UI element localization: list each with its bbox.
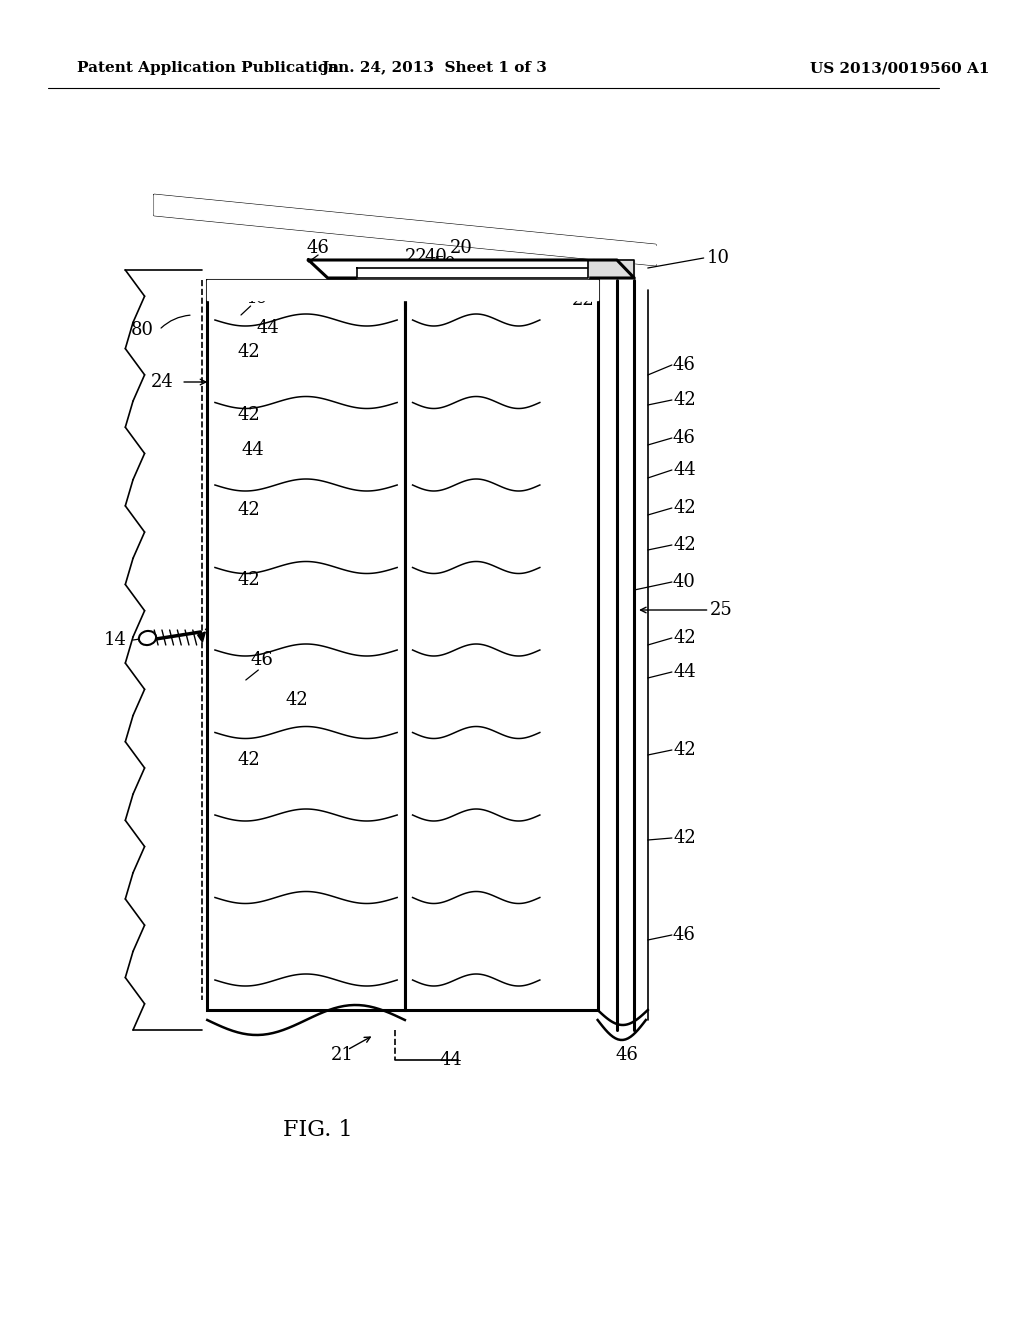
Text: 46: 46 bbox=[673, 429, 696, 447]
Text: 40: 40 bbox=[673, 573, 696, 591]
Text: 46: 46 bbox=[306, 239, 330, 257]
Polygon shape bbox=[356, 268, 588, 279]
Text: 42: 42 bbox=[238, 407, 260, 424]
Text: 44: 44 bbox=[242, 441, 264, 459]
Text: 42: 42 bbox=[238, 572, 260, 589]
Text: 42: 42 bbox=[673, 829, 695, 847]
Text: 25: 25 bbox=[710, 601, 732, 619]
Text: 22: 22 bbox=[406, 248, 428, 267]
Text: 20: 20 bbox=[450, 239, 472, 257]
Bar bbox=[404, 280, 598, 1010]
Text: Jan. 24, 2013  Sheet 1 of 3: Jan. 24, 2013 Sheet 1 of 3 bbox=[321, 61, 547, 75]
Text: 42: 42 bbox=[507, 263, 530, 281]
Text: 23: 23 bbox=[537, 273, 559, 290]
Text: 42: 42 bbox=[673, 630, 695, 647]
Text: Patent Application Publication: Patent Application Publication bbox=[77, 61, 339, 75]
Text: 46: 46 bbox=[673, 927, 696, 944]
Text: 50: 50 bbox=[434, 256, 457, 275]
Text: 44: 44 bbox=[673, 461, 695, 479]
Text: 44: 44 bbox=[439, 1051, 463, 1069]
Text: 42: 42 bbox=[673, 536, 695, 554]
Text: 42: 42 bbox=[238, 343, 260, 360]
Text: 42: 42 bbox=[673, 741, 695, 759]
Text: 40: 40 bbox=[424, 248, 447, 267]
Text: 10: 10 bbox=[707, 249, 730, 267]
Text: 24: 24 bbox=[151, 374, 173, 391]
Text: 46: 46 bbox=[244, 289, 267, 308]
Text: 14: 14 bbox=[104, 631, 127, 649]
Text: 42: 42 bbox=[673, 391, 695, 409]
Polygon shape bbox=[198, 632, 206, 642]
Bar bbox=[207, 280, 404, 1010]
Text: 42: 42 bbox=[238, 751, 260, 770]
Text: 46: 46 bbox=[615, 1045, 638, 1064]
Text: FIG. 1: FIG. 1 bbox=[284, 1119, 353, 1140]
Ellipse shape bbox=[139, 631, 156, 645]
Text: 46: 46 bbox=[673, 356, 696, 374]
Text: 80: 80 bbox=[131, 321, 155, 339]
Polygon shape bbox=[588, 260, 634, 279]
Text: 21: 21 bbox=[331, 1045, 353, 1064]
Polygon shape bbox=[207, 280, 598, 300]
Text: 44: 44 bbox=[257, 319, 280, 337]
Text: US 2013/0019560 A1: US 2013/0019560 A1 bbox=[810, 61, 989, 75]
Polygon shape bbox=[155, 195, 655, 265]
Text: 42: 42 bbox=[673, 499, 695, 517]
Text: 42: 42 bbox=[286, 690, 308, 709]
Text: 42: 42 bbox=[238, 502, 260, 519]
Text: 44: 44 bbox=[673, 663, 695, 681]
Polygon shape bbox=[308, 260, 634, 279]
Text: 46: 46 bbox=[251, 651, 273, 669]
Text: 22: 22 bbox=[571, 290, 595, 309]
